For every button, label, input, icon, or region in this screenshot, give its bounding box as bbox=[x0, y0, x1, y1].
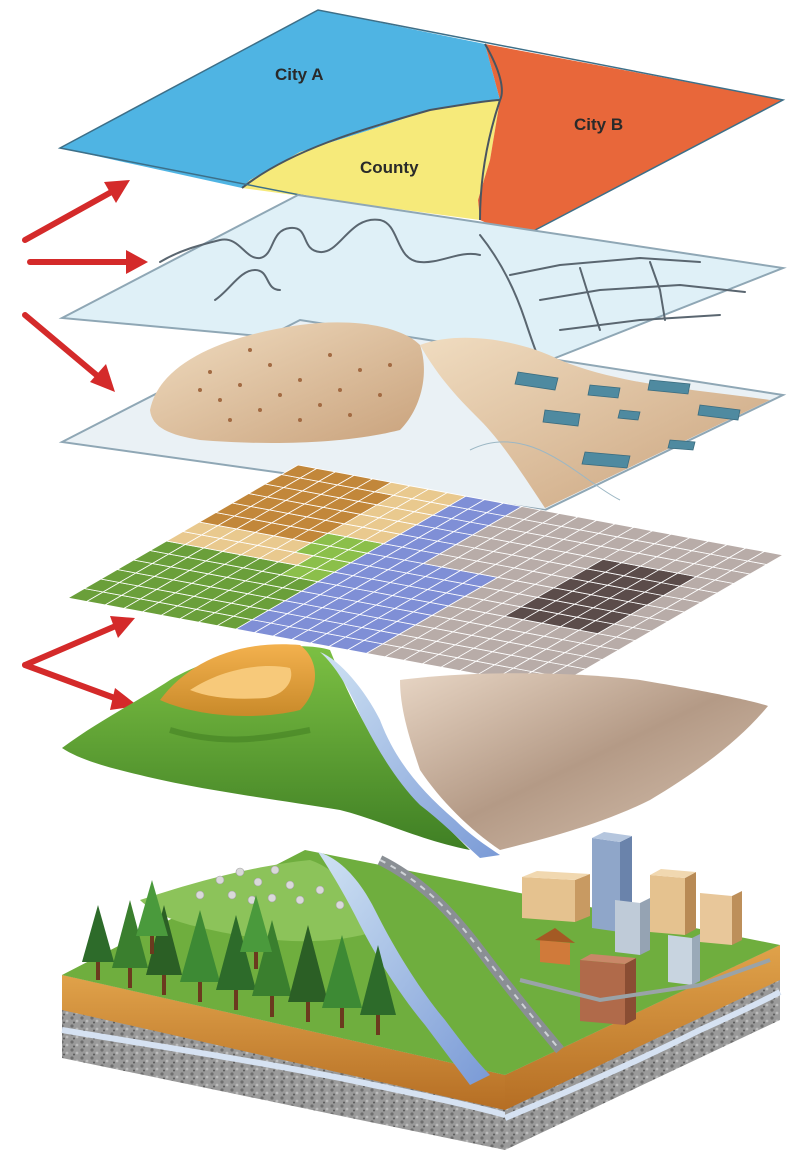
city-b-region bbox=[478, 44, 783, 238]
vector-sheet bbox=[58, 193, 787, 364]
landform-layer bbox=[62, 644, 768, 858]
vector-layer bbox=[58, 193, 787, 399]
county-label: County bbox=[360, 158, 419, 177]
sand-dune bbox=[150, 322, 424, 443]
raster-layer bbox=[66, 464, 785, 689]
tree-icon bbox=[288, 925, 328, 1022]
river-icon bbox=[318, 852, 490, 1085]
city-a-region bbox=[60, 10, 500, 188]
river-icon bbox=[320, 652, 500, 858]
terrain-fold bbox=[420, 337, 770, 508]
tree-icon bbox=[360, 945, 396, 1035]
building-icon bbox=[615, 898, 650, 955]
city-buildings bbox=[522, 832, 742, 1025]
tree-icon bbox=[240, 895, 272, 969]
arrow-icon bbox=[22, 662, 138, 710]
arrow-icon bbox=[22, 180, 130, 243]
political-layer: City A County City B bbox=[57, 9, 786, 239]
tree-icon bbox=[180, 910, 220, 1002]
tree-icon bbox=[252, 920, 292, 1017]
tree-icon bbox=[112, 900, 148, 988]
building-icon bbox=[668, 934, 700, 985]
real-world-block bbox=[61, 832, 782, 1150]
building-icon bbox=[535, 928, 575, 965]
forest bbox=[82, 880, 396, 1035]
tree-icon bbox=[82, 905, 114, 980]
arrow-icon bbox=[22, 312, 115, 392]
tree-icon bbox=[136, 880, 168, 954]
raster-cell bbox=[746, 551, 785, 565]
building-icon bbox=[522, 871, 590, 922]
tree-icon bbox=[322, 935, 362, 1028]
city-b-label: City B bbox=[574, 115, 623, 134]
arrow-icon bbox=[27, 250, 148, 274]
building-icon bbox=[650, 869, 696, 935]
tree-icon bbox=[146, 905, 182, 995]
county-region bbox=[242, 100, 500, 220]
building-icon bbox=[700, 891, 742, 945]
terrain-layer bbox=[58, 318, 787, 512]
building-icon bbox=[580, 954, 636, 1025]
arrow-icon bbox=[22, 616, 135, 668]
tree-icon bbox=[216, 915, 256, 1010]
city-a-label: City A bbox=[275, 65, 324, 84]
landform-brown bbox=[400, 673, 768, 850]
